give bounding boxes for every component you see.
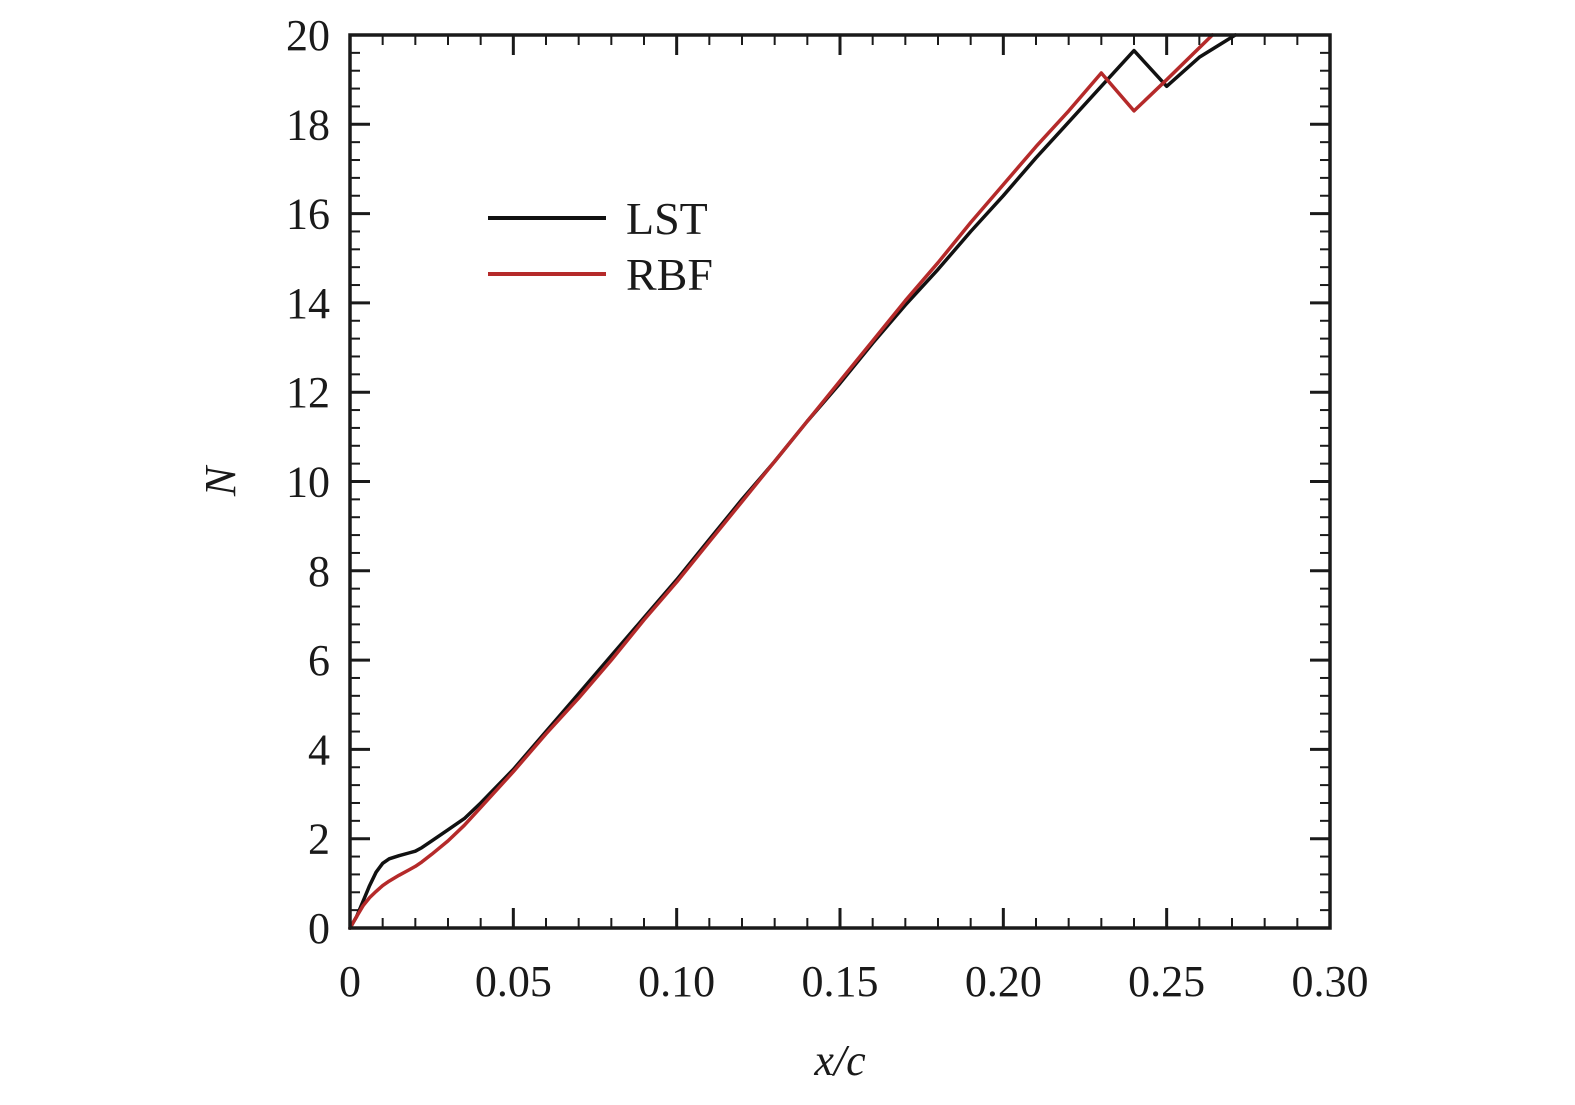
y-tick-label: 10 bbox=[286, 458, 330, 507]
x-tick-label: 0.30 bbox=[1292, 957, 1369, 1006]
x-tick-label: 0.05 bbox=[475, 957, 552, 1006]
y-tick-label: 14 bbox=[286, 279, 330, 328]
x-tick-label: 0.10 bbox=[638, 957, 715, 1006]
legend-label-rbf: RBF bbox=[626, 249, 713, 300]
plot-area-frame bbox=[348, 33, 1332, 930]
y-tick-label: 16 bbox=[286, 190, 330, 239]
series-line-lst bbox=[348, 33, 1238, 930]
y-axis-title: N bbox=[196, 464, 245, 497]
y-tick-label: 20 bbox=[286, 11, 330, 60]
y-tick-label: 18 bbox=[286, 100, 330, 149]
x-tick-label: 0 bbox=[339, 957, 361, 1006]
series-lines bbox=[348, 33, 1238, 930]
axis-ticks bbox=[348, 33, 1332, 930]
x-tick-label: 0.20 bbox=[965, 957, 1042, 1006]
y-tick-label: 6 bbox=[308, 636, 330, 685]
x-axis-title: x/c bbox=[813, 1036, 866, 1085]
x-tick-label: 0.25 bbox=[1128, 957, 1205, 1006]
legend: LST RBF bbox=[488, 193, 713, 300]
x-tick-labels: 0 0.05 0.10 0.15 0.20 0.25 0.30 bbox=[339, 957, 1369, 1006]
y-tick-labels: 0 2 4 6 8 10 12 14 16 18 20 bbox=[286, 11, 330, 953]
y-tick-label: 4 bbox=[308, 725, 330, 774]
series-line-rbf bbox=[348, 33, 1215, 930]
y-tick-label: 0 bbox=[308, 904, 330, 953]
legend-label-lst: LST bbox=[626, 193, 708, 244]
x-tick-label: 0.15 bbox=[802, 957, 879, 1006]
y-tick-label: 12 bbox=[286, 368, 330, 417]
y-tick-label: 8 bbox=[308, 547, 330, 596]
y-tick-label: 2 bbox=[308, 815, 330, 864]
